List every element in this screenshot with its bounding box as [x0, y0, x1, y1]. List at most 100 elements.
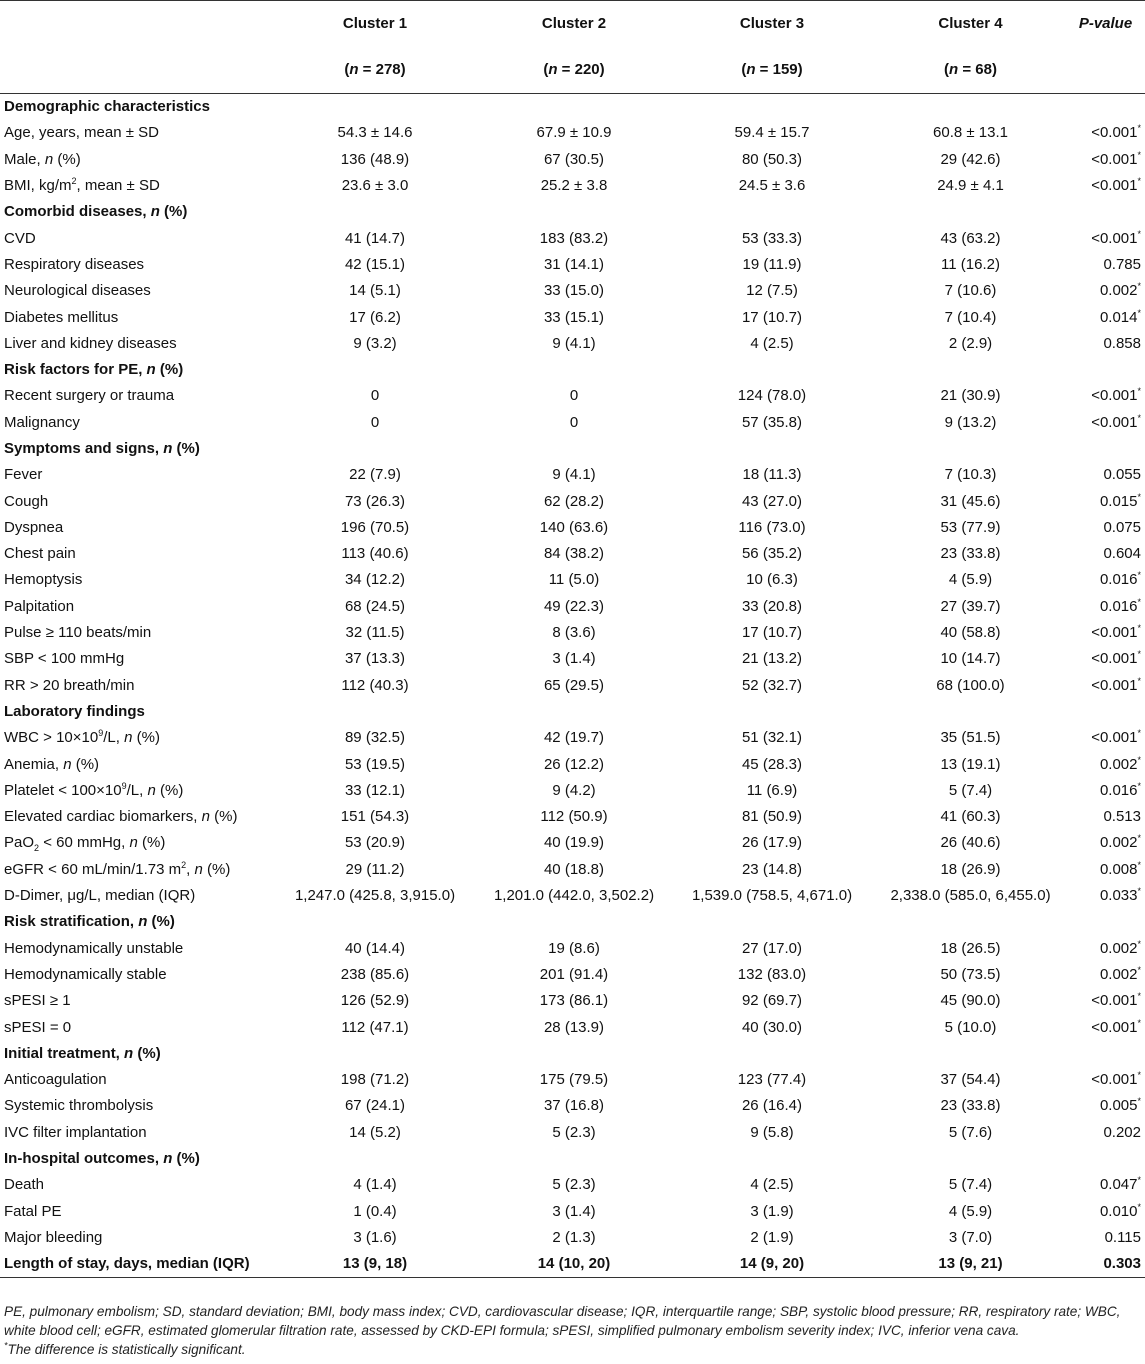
cell-cluster-1: 54.3 ± 14.6: [337, 124, 413, 142]
cell-cluster-2: 201 (91.4): [539, 965, 609, 983]
cell-cluster-4: 2,338.0 (585.0, 6,455.0): [890, 887, 1051, 905]
cell-cluster-3: 23 (14.8): [741, 860, 803, 878]
table-row: BMI, kg/m2, mean ± SD 23.6 ± 3.0 25.2 ± 3.…: [0, 173, 1145, 199]
row-label: Anemia, n (%): [4, 755, 100, 773]
cell-cluster-4: [871, 1041, 1070, 1067]
cell-cluster-4: 5 (7.4): [948, 1176, 993, 1194]
table-row: sPESI = 0 112 (47.1) 28 (13.9) 40 (30.0) 5 (…: [0, 1014, 1145, 1040]
cell-cluster-2: 14 (10, 20): [537, 1255, 611, 1273]
cell-cluster-1: 0: [370, 413, 380, 431]
cell-cluster-1: 112 (47.1): [341, 1018, 409, 1036]
cell-cluster-2: 65 (29.5): [543, 676, 605, 694]
cell-cluster-3: 33 (20.8): [741, 597, 803, 615]
cell-cluster-1: 13 (9, 18): [342, 1255, 408, 1273]
cell-cluster-3: 12 (7.5): [746, 282, 798, 300]
row-label: Elevated cardiac biomarkers, n (%): [4, 808, 238, 826]
cell-cluster-3: 18 (11.3): [742, 466, 802, 484]
cell-cluster-4: 21 (30.9): [940, 387, 1001, 405]
cell-cluster-3: 132 (83.0): [737, 965, 807, 983]
cell-cluster-3: [673, 699, 871, 725]
row-label: Major bleeding: [4, 1228, 103, 1246]
cell-cluster-2: 5 (2.3): [552, 1176, 596, 1194]
cell-cluster-1: 42 (15.1): [344, 255, 406, 273]
cell-cluster-4: 23 (33.8): [940, 545, 1001, 563]
cell-cluster-1: [275, 1146, 475, 1172]
header-n-cluster-4: (n = 68): [944, 61, 997, 78]
cell-cluster-3: 19 (11.9): [742, 255, 802, 273]
row-label: Recent surgery or trauma: [4, 387, 175, 405]
cell-cluster-1: 238 (85.6): [340, 965, 410, 983]
cell-p-value: 0.008*: [1099, 859, 1141, 878]
table-row: WBC > 10×109/L, n (%) 89 (32.5) 42 (19.7) 5…: [0, 725, 1145, 751]
cell-cluster-1: 1 (0.4): [353, 1202, 397, 1220]
cell-p-value: 0.303: [1103, 1255, 1141, 1273]
cell-cluster-4: 7 (10.4): [944, 308, 997, 326]
row-label: Chest pain: [4, 545, 76, 563]
cell-p-value: 0.015*: [1099, 491, 1141, 510]
cell-cluster-3: [673, 94, 871, 121]
cell-cluster-1: [275, 699, 475, 725]
cell-p-value: 0.047*: [1099, 1175, 1141, 1194]
cell-cluster-4: 18 (26.5): [940, 939, 1001, 957]
header-cluster-2: Cluster 2: [541, 15, 607, 32]
row-label: Respiratory diseases: [4, 255, 145, 273]
cell-p-value: [1070, 699, 1145, 725]
cell-cluster-2: [475, 909, 673, 935]
header-n-p-blank: [1070, 47, 1145, 94]
cell-cluster-3: 10 (6.3): [746, 571, 798, 589]
cell-cluster-1: 67 (24.1): [344, 1097, 406, 1115]
table-row: PaO2 < 60 mmHg, n (%) 53 (20.9) 40 (19.9) 2…: [0, 830, 1145, 856]
cell-p-value: 0.016*: [1099, 570, 1141, 589]
table-row: Hemodynamically unstable 40 (14.4) 19 (8.6…: [0, 936, 1145, 962]
cell-p-value: [1070, 1041, 1145, 1067]
cell-p-value: 0.002*: [1099, 938, 1141, 957]
cell-cluster-1: 17 (6.2): [349, 308, 401, 326]
row-label: Platelet < 100×109/L, n (%): [4, 780, 184, 799]
row-label: Diabetes mellitus: [4, 308, 119, 326]
table-row: Pulse ≥ 110 beats/min 32 (11.5) 8 (3.6) 17 …: [0, 620, 1145, 646]
cell-cluster-4: 45 (90.0): [940, 992, 1001, 1010]
cell-p-value: <0.001*: [1091, 649, 1141, 668]
cell-p-value: [1070, 199, 1145, 225]
cell-p-value: 0.033*: [1099, 886, 1141, 905]
table-row: Systemic thrombolysis 67 (24.1) 37 (16.8) 2…: [0, 1093, 1145, 1119]
cell-cluster-2: 0: [569, 387, 579, 405]
cell-cluster-4: 29 (42.6): [940, 150, 1001, 168]
section-label: Initial treatment, n (%): [4, 1044, 161, 1062]
cell-cluster-3: [673, 909, 871, 935]
cell-p-value: 0.115: [1104, 1228, 1141, 1246]
cell-cluster-1: 73 (26.3): [344, 492, 406, 510]
header-row-n: (n = 278) (n = 220) (n = 159) (n = 68): [0, 47, 1145, 94]
cell-cluster-2: 67.9 ± 10.9: [536, 124, 612, 142]
cell-cluster-3: 124 (78.0): [737, 387, 807, 405]
cell-cluster-3: 45 (28.3): [741, 755, 803, 773]
cell-cluster-4: 5 (7.6): [948, 1123, 993, 1141]
row-label: IVC filter implantation: [4, 1123, 147, 1141]
cell-p-value: [1070, 1146, 1145, 1172]
section-header-row: Risk stratification, n (%): [0, 909, 1145, 935]
cell-cluster-2: [475, 699, 673, 725]
row-label: Malignancy: [4, 413, 80, 431]
row-label: WBC > 10×109/L, n (%): [4, 728, 160, 747]
cell-cluster-1: [275, 909, 475, 935]
row-label: eGFR < 60 mL/min/1.73 m2, n (%): [4, 859, 231, 878]
cell-cluster-2: 173 (86.1): [539, 992, 609, 1010]
cell-cluster-1: 37 (13.3): [344, 650, 406, 668]
cell-cluster-4: 5 (7.4): [948, 781, 993, 799]
cell-cluster-1: 4 (1.4): [353, 1176, 397, 1194]
cell-cluster-1: 196 (70.5): [340, 518, 410, 536]
cell-cluster-1: 53 (20.9): [344, 834, 406, 852]
row-label: CVD: [4, 229, 36, 247]
cell-p-value: 0.016*: [1099, 780, 1141, 799]
cell-cluster-2: 33 (15.1): [543, 308, 605, 326]
cell-cluster-3: 11 (6.9): [746, 781, 798, 799]
cell-p-value: 0.016*: [1099, 596, 1141, 615]
cell-cluster-4: [871, 199, 1070, 225]
cell-cluster-4: 41 (60.3): [940, 808, 1001, 826]
row-label: Neurological diseases: [4, 282, 151, 300]
cell-cluster-1: 68 (24.5): [344, 597, 406, 615]
cell-cluster-2: 3 (1.4): [552, 1202, 596, 1220]
cell-cluster-3: 92 (69.7): [741, 992, 803, 1010]
row-label: RR > 20 breath/min: [4, 676, 135, 694]
cell-cluster-3: 24.5 ± 3.6: [738, 177, 806, 195]
